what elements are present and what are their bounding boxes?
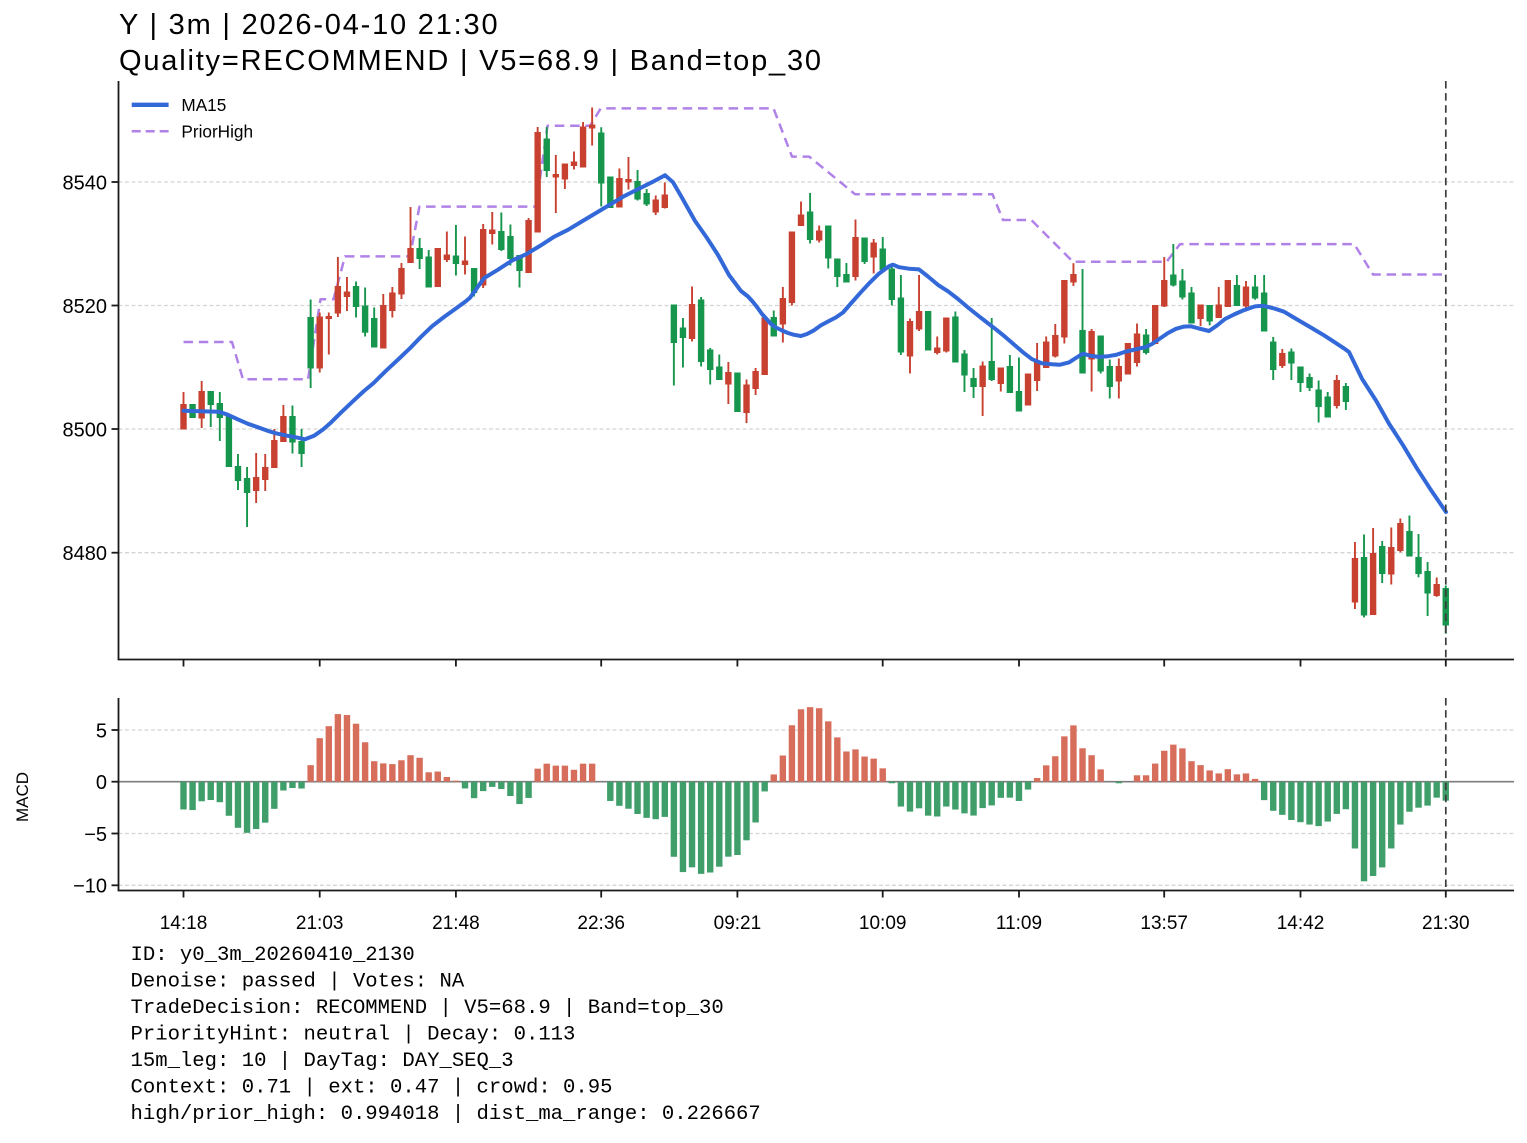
svg-text:15m_leg: 10 | DayTag: DAY_SEQ_: 15m_leg: 10 | DayTag: DAY_SEQ_3: [131, 1050, 514, 1073]
svg-text:5: 5: [96, 720, 107, 742]
svg-text:Y | 3m | 2026-04-10 21:30: Y | 3m | 2026-04-10 21:30: [119, 9, 499, 41]
svg-text:MACD: MACD: [13, 772, 32, 822]
svg-text:−10: −10: [73, 876, 107, 898]
svg-text:22:36: 22:36: [577, 913, 625, 934]
svg-text:11:09: 11:09: [996, 913, 1042, 934]
svg-text:21:48: 21:48: [432, 913, 480, 934]
svg-text:8540: 8540: [63, 172, 108, 194]
svg-text:8520: 8520: [63, 296, 108, 318]
svg-text:ID: y0_3m_20260410_2130: ID: y0_3m_20260410_2130: [131, 944, 415, 967]
svg-text:13:57: 13:57: [1140, 913, 1188, 934]
svg-text:14:42: 14:42: [1277, 913, 1325, 934]
svg-text:PriorityHint: neutral | Decay:: PriorityHint: neutral | Decay: 0.113: [131, 1024, 576, 1047]
svg-text:14:18: 14:18: [160, 913, 208, 934]
svg-text:8480: 8480: [63, 543, 108, 565]
svg-text:−5: −5: [84, 824, 107, 846]
svg-text:Quality=RECOMMEND | V5=68.9 |: Quality=RECOMMEND | V5=68.9 | Band=top_3…: [119, 45, 823, 77]
svg-text:PriorHigh: PriorHigh: [181, 122, 253, 142]
svg-text:0: 0: [96, 772, 107, 794]
svg-text:8500: 8500: [63, 419, 108, 441]
svg-text:21:30: 21:30: [1422, 913, 1470, 934]
svg-text:Context: 0.71 | ext: 0.47 | cr: Context: 0.71 | ext: 0.47 | crowd: 0.95: [131, 1077, 613, 1100]
svg-text:Denoise: passed | Votes: NA: Denoise: passed | Votes: NA: [131, 971, 465, 994]
svg-text:21:03: 21:03: [296, 913, 344, 934]
svg-text:10:09: 10:09: [859, 913, 907, 934]
svg-text:09:21: 09:21: [714, 913, 762, 934]
svg-text:TradeDecision: RECOMMEND | V5=: TradeDecision: RECOMMEND | V5=68.9 | Ban…: [131, 997, 724, 1020]
svg-text:high/prior_high: 0.994018 | di: high/prior_high: 0.994018 | dist_ma_rang…: [131, 1103, 761, 1126]
svg-text:MA15: MA15: [181, 95, 226, 115]
